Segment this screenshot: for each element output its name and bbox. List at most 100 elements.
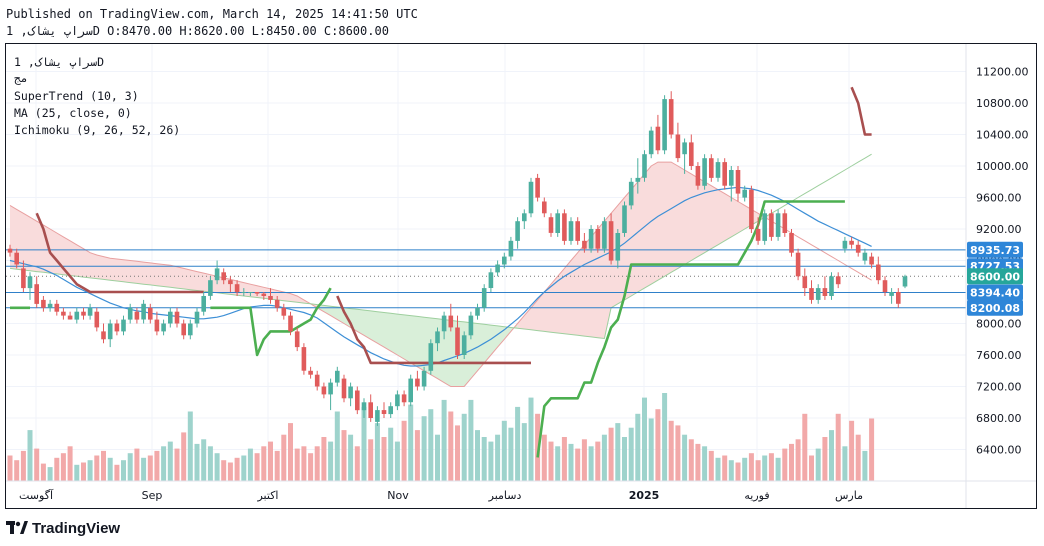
candle-body [689,142,694,166]
volume-bar [708,450,714,481]
volume-bar [481,437,487,481]
candle [588,225,594,253]
candle-body [141,303,146,320]
volume-bar [81,462,86,481]
candle [608,213,614,265]
volume-bar [588,446,594,481]
legend-supertrend[interactable]: SuperTrend (10, 3) [14,89,139,103]
volume-bar [134,448,140,481]
candle-body [468,315,474,336]
volume-bars [7,393,875,481]
volume-bar [448,411,454,481]
volume-bar [7,455,13,481]
candle-body [709,158,714,178]
candle-body [742,189,747,198]
candle [81,307,86,320]
candle-body [502,256,507,265]
chart-frame[interactable] [5,43,1037,509]
price-tick: 7600.00 [976,349,1022,362]
candle-body [274,299,280,308]
candle [428,339,434,375]
volume-bar [782,448,788,481]
candle-body [695,166,701,186]
volume-bar [615,423,621,481]
candle-body [461,335,467,355]
candle [161,319,166,336]
candle [855,240,861,257]
volume-bar [67,446,73,481]
candle [381,402,387,418]
candle [121,315,126,336]
candle [595,225,601,253]
supertrend-down [336,295,531,365]
volume-bar [127,453,133,481]
volume-bar [755,460,761,481]
volume-bar [822,437,828,481]
price-label-text: 8935.73 [970,244,1020,257]
candle [762,209,767,245]
candle-body [775,213,781,237]
volume-bar [829,430,834,481]
ohlc-line: سراپ یشاک, 1D O:8470.00 H:8620.00 L:8450… [6,24,389,38]
volume-bar [421,416,427,481]
volume-bar [815,448,821,481]
candle [448,303,454,332]
volume-bar [715,457,721,481]
candle [141,299,146,324]
volume-bar [561,437,567,481]
candle [562,209,567,245]
candle [254,292,260,296]
volume-bar [722,455,728,481]
candle-body [615,233,621,261]
candle [829,272,834,300]
volume-bar [354,446,360,481]
candle [54,299,60,316]
candle-body [896,292,901,304]
candle [555,209,560,237]
price-label-box [967,284,1023,301]
volume-bar [568,443,574,481]
candle-body [74,311,80,320]
candle-body [809,288,814,300]
volume-bar [388,427,394,481]
span-b-line [9,153,872,340]
volume-bar [795,439,801,481]
candle [542,197,547,218]
candle-body [181,323,186,336]
candle-body [415,378,420,387]
candle-body [355,390,360,411]
volume-bar [154,450,160,481]
candle [655,114,661,155]
candle [896,288,901,308]
candle-body [127,307,133,320]
candle [782,209,788,237]
candle [755,217,761,245]
candle-body [755,229,761,241]
candle [67,311,73,320]
legend-ma[interactable]: MA (25, close, 0) [14,106,132,120]
volume-bar [214,453,220,481]
volume-bar [648,418,654,481]
volume-bar [221,460,227,481]
candle-body [7,248,13,253]
volume-bar [468,399,474,481]
volume-bar [227,462,233,481]
supertrend-up [536,200,845,458]
candle-body [375,410,380,422]
candle-body [441,315,447,332]
candle-body [842,240,848,249]
volume-bar [14,460,20,481]
candle-body [789,233,794,253]
volume-bar [515,406,521,481]
legend-ichimoku[interactable]: Ichimoku (9, 26, 52, 26) [14,123,181,137]
candle-body [662,99,667,151]
supertrend-down [35,212,204,294]
candle-body [241,292,247,293]
candle-body [208,280,213,296]
tradingview-logo-icon [6,521,28,534]
candle-body [729,170,734,186]
volume-bar [655,409,661,481]
tradingview-logo[interactable]: TradingView [6,518,120,538]
candle [294,327,300,352]
